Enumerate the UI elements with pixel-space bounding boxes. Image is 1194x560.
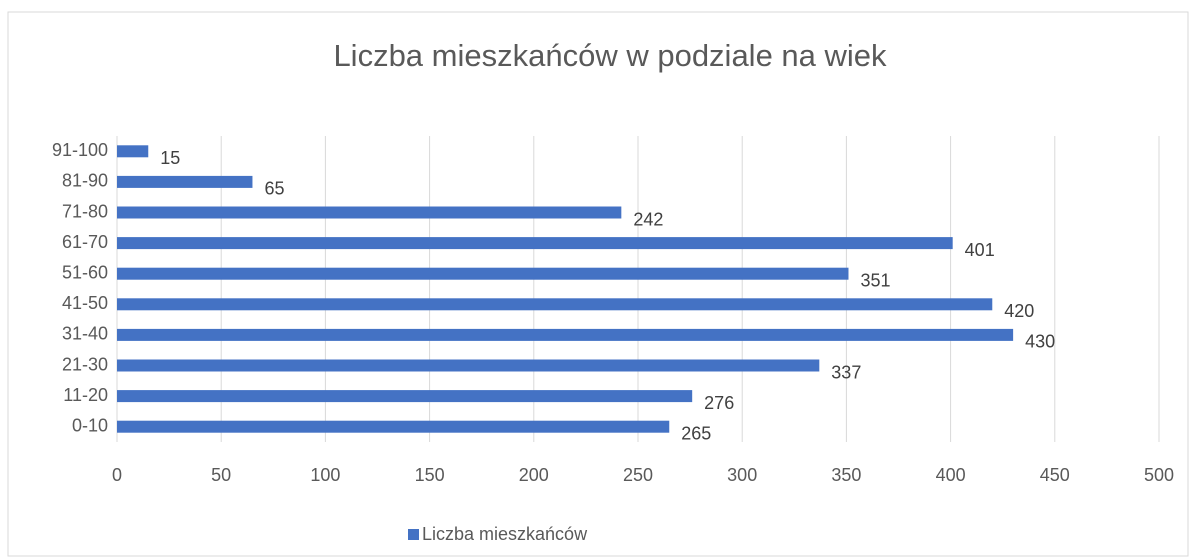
y-tick-label: 91-100 <box>52 140 108 160</box>
bar <box>117 145 149 158</box>
x-tick-label: 200 <box>519 465 549 485</box>
bar <box>117 420 670 433</box>
y-tick-label: 31-40 <box>62 324 108 344</box>
data-label: 15 <box>160 148 180 168</box>
bar <box>117 175 253 188</box>
x-tick-label: 350 <box>831 465 861 485</box>
bar <box>117 206 622 219</box>
chart-title: Liczba mieszkańców w podziale na wiek <box>333 38 887 73</box>
data-label: 420 <box>1004 301 1034 321</box>
y-tick-label: 51-60 <box>62 262 108 282</box>
data-label: 351 <box>860 270 890 290</box>
data-label: 337 <box>831 362 861 382</box>
bar <box>117 298 993 311</box>
data-label: 401 <box>965 240 995 260</box>
bar <box>117 267 849 280</box>
bar <box>117 237 953 250</box>
y-tick-label: 81-90 <box>62 171 108 191</box>
data-label: 242 <box>633 209 663 229</box>
y-tick-label: 11-20 <box>63 385 108 405</box>
bar <box>117 328 1014 341</box>
x-tick-label: 50 <box>211 465 231 485</box>
y-tick-label: 21-30 <box>62 354 108 374</box>
x-tick-label: 0 <box>112 465 122 485</box>
bar <box>117 390 693 403</box>
x-tick-label: 400 <box>936 465 966 485</box>
data-label: 265 <box>681 423 711 443</box>
x-tick-label: 100 <box>310 465 340 485</box>
y-tick-label: 0-10 <box>72 415 108 435</box>
x-tick-label: 500 <box>1144 465 1174 485</box>
data-label: 276 <box>704 393 734 413</box>
legend-swatch <box>408 529 419 540</box>
data-label: 430 <box>1025 332 1055 352</box>
y-tick-label: 41-50 <box>62 293 108 313</box>
y-tick-label: 71-80 <box>62 201 108 221</box>
chart-border <box>7 11 1189 557</box>
bar <box>117 359 820 372</box>
y-tick-label: 61-70 <box>62 232 108 252</box>
x-tick-label: 450 <box>1040 465 1070 485</box>
x-tick-label: 250 <box>623 465 653 485</box>
x-tick-label: 150 <box>415 465 445 485</box>
legend-label: Liczba mieszkańców <box>422 524 588 544</box>
data-label: 65 <box>264 179 284 199</box>
x-tick-label: 300 <box>727 465 757 485</box>
